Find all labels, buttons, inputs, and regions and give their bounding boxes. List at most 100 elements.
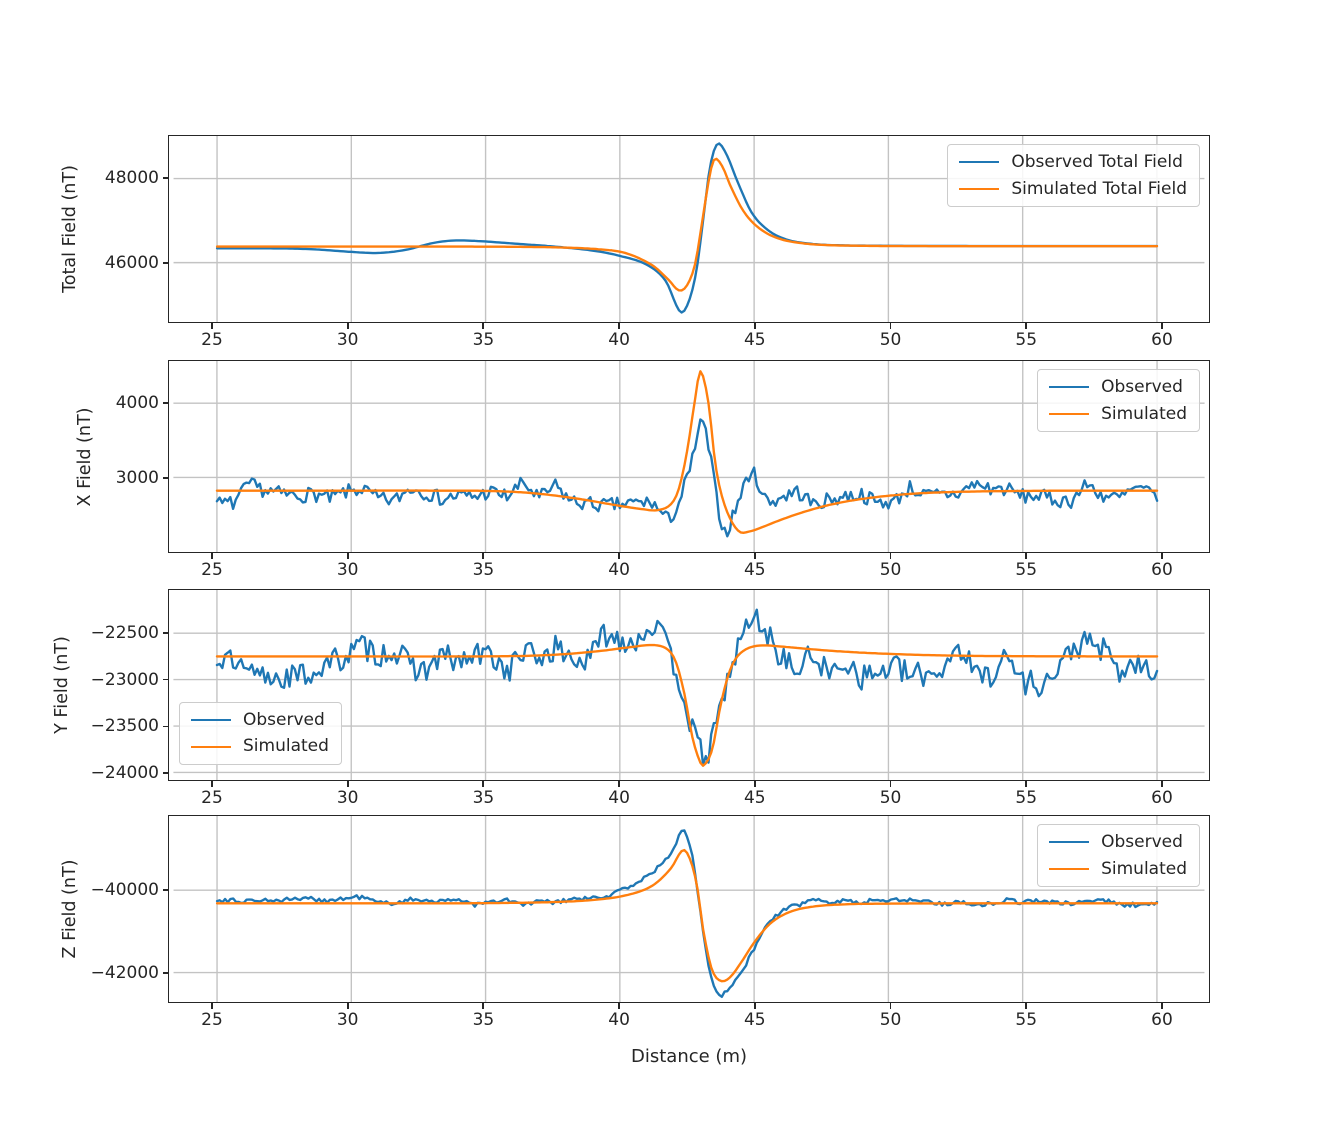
x-tick-mark <box>889 1003 892 1009</box>
y-tick-mark <box>162 476 168 479</box>
x-tick-mark <box>346 323 349 329</box>
x-tick-mark <box>1025 553 1028 559</box>
y-tick-mark <box>162 262 168 264</box>
x-tick-mark <box>482 781 485 787</box>
legend-label: Simulated Total Field <box>1011 178 1187 199</box>
x-tick-label: 30 <box>336 788 359 808</box>
x-tick-label: 55 <box>1015 560 1038 580</box>
legend-label: Observed <box>243 709 325 730</box>
x-tick-label: 40 <box>608 788 630 808</box>
y-tick-label: −23500 <box>90 716 159 737</box>
legend-line-observed <box>1049 386 1090 389</box>
panel-y-field: Observed Simulated <box>168 589 1210 781</box>
y-tick-mark <box>162 678 168 681</box>
y-tick-mark <box>162 972 168 975</box>
x-tick-label: 35 <box>472 1010 495 1030</box>
y-tick-label: −22500 <box>90 622 159 643</box>
legend-entry: Observed <box>1049 378 1187 397</box>
panel-z-field: Observed Simulated <box>168 815 1210 1003</box>
legend-label: Observed <box>1101 377 1183 397</box>
x-tick-label: 30 <box>336 560 359 580</box>
x-tick-label: 50 <box>879 330 902 350</box>
x-tick-label: 25 <box>201 1010 223 1030</box>
legend-line-observed <box>1049 841 1090 844</box>
x-tick-mark <box>889 781 892 787</box>
x-tick-label: 30 <box>336 330 359 350</box>
x-tick-label: 25 <box>201 560 223 580</box>
series-line-observed <box>215 418 1159 538</box>
y-tick-mark <box>162 401 168 404</box>
y-axis-label-x-field: X Field (nT) <box>75 407 95 506</box>
legend-label: Simulated <box>243 736 329 757</box>
legend-total-field: Observed Total Field Simulated Total Fiel… <box>947 144 1200 208</box>
y-axis-label-z-field: Z Field (nT) <box>60 859 80 959</box>
x-tick-mark <box>753 323 756 329</box>
series-line-simulated <box>215 848 1159 983</box>
x-tick-label: 60 <box>1151 1010 1173 1030</box>
x-axis-label: Distance (m) <box>630 1046 748 1067</box>
x-tick-label: 60 <box>1151 560 1173 580</box>
plot-area-x-field <box>173 361 1205 552</box>
x-tick-label: 35 <box>472 330 495 350</box>
legend-line-simulated <box>191 745 231 748</box>
panel-total-field: Observed Total Field Simulated Total Fiel… <box>168 135 1210 323</box>
x-tick-mark <box>1161 781 1163 787</box>
legend-entry: Simulated <box>191 737 329 756</box>
y-tick-label: 4000 <box>115 392 159 413</box>
x-tick-label: 60 <box>1151 788 1173 808</box>
legend-entry: Simulated <box>1049 403 1187 424</box>
legend-line-simulated <box>1049 868 1090 871</box>
y-tick-mark <box>162 772 168 775</box>
x-tick-label: 50 <box>879 788 902 808</box>
y-tick-label: −23000 <box>90 669 159 690</box>
legend-entry: Simulated Total Field <box>959 178 1187 199</box>
x-tick-mark <box>346 781 349 787</box>
x-tick-mark <box>1025 1003 1028 1009</box>
legend-entry: Observed <box>191 709 329 730</box>
legend-line-simulated <box>959 188 1000 191</box>
x-tick-label: 45 <box>743 560 766 580</box>
x-tick-mark <box>482 323 485 329</box>
x-tick-mark <box>618 323 620 329</box>
legend-label: Simulated <box>1101 858 1187 879</box>
x-tick-mark <box>211 1003 213 1009</box>
y-tick-mark <box>162 889 168 891</box>
series-line-simulated <box>215 370 1159 534</box>
x-tick-label: 45 <box>743 788 766 808</box>
x-tick-mark <box>482 553 485 559</box>
plot-area-z-field <box>173 816 1205 1002</box>
x-tick-label: 25 <box>201 788 223 808</box>
y-tick-label: −42000 <box>90 963 159 984</box>
x-tick-mark <box>1161 1003 1163 1009</box>
legend-label: Simulated <box>1101 403 1187 424</box>
y-tick-label: 46000 <box>104 252 159 273</box>
x-tick-mark <box>211 781 213 787</box>
x-tick-mark <box>618 781 620 787</box>
legend-entry: Observed <box>1049 833 1187 852</box>
legend-z-field: Observed Simulated <box>1037 824 1200 888</box>
legend-label: Observed Total Field <box>1011 152 1183 172</box>
x-tick-mark <box>346 1003 349 1009</box>
x-tick-mark <box>1025 323 1028 329</box>
x-tick-mark <box>889 323 892 329</box>
legend-line-simulated <box>1049 413 1090 416</box>
series-line-simulated <box>215 643 1159 767</box>
x-tick-label: 40 <box>608 560 630 580</box>
x-tick-mark <box>1161 553 1163 559</box>
x-tick-mark <box>1025 781 1028 787</box>
x-tick-label: 45 <box>743 1010 766 1030</box>
x-tick-mark <box>753 1003 756 1009</box>
x-tick-label: 30 <box>336 1010 359 1030</box>
x-tick-label: 25 <box>201 330 223 350</box>
x-tick-mark <box>618 553 620 559</box>
x-tick-mark <box>211 323 213 329</box>
x-tick-label: 60 <box>1151 330 1173 350</box>
legend-entry: Simulated <box>1049 858 1187 879</box>
x-tick-mark <box>1161 323 1163 329</box>
panel-x-field: Observed Simulated <box>168 360 1210 553</box>
series-line-observed <box>215 608 1159 766</box>
x-tick-mark <box>346 553 349 559</box>
x-tick-label: 40 <box>608 1010 630 1030</box>
x-tick-label: 45 <box>743 330 766 350</box>
legend-line-observed <box>191 718 231 721</box>
